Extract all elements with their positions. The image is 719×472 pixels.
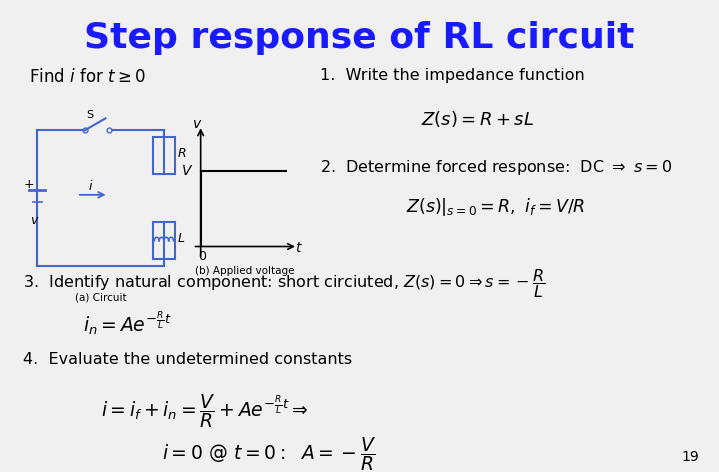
Text: $v$: $v$ [30, 214, 40, 227]
Text: $i$: $i$ [88, 179, 93, 193]
Text: Step response of RL circuit: Step response of RL circuit [84, 21, 635, 55]
Text: $t$: $t$ [295, 241, 303, 255]
Text: +: + [23, 178, 34, 191]
Text: S: S [86, 110, 93, 119]
Text: 4.  Evaluate the undetermined constants: 4. Evaluate the undetermined constants [23, 352, 352, 367]
Text: $0$: $0$ [198, 250, 207, 263]
Text: 1.  Write the impedance function: 1. Write the impedance function [320, 68, 585, 84]
Bar [153, 137, 175, 175]
Text: Find $i$ for $t \geq 0$: Find $i$ for $t \geq 0$ [29, 68, 146, 86]
Text: $Z(s) = R + sL$: $Z(s) = R + sL$ [421, 109, 533, 128]
Text: 19: 19 [681, 449, 699, 464]
Text: $V$: $V$ [181, 164, 193, 178]
Text: $i_n = Ae^{-\frac{R}{L}t}$: $i_n = Ae^{-\frac{R}{L}t}$ [83, 309, 172, 337]
Text: 3.  Identify natural component: short circiuted, $Z(s) = 0 \Rightarrow s = -\dfr: 3. Identify natural component: short cir… [23, 267, 545, 300]
Text: 2.  Determine forced response:  DC $\Rightarrow$ $s = 0$: 2. Determine forced response: DC $\Right… [320, 158, 672, 177]
Text: (a) Circuit: (a) Circuit [75, 292, 127, 302]
Text: (b) Applied voltage: (b) Applied voltage [196, 266, 295, 276]
Text: $R$: $R$ [178, 147, 187, 160]
Text: $i = i_f + i_n = \dfrac{V}{R} + Ae^{-\frac{R}{L}t} \Rightarrow$: $i = i_f + i_n = \dfrac{V}{R} + Ae^{-\fr… [101, 392, 308, 430]
Text: $v$: $v$ [193, 117, 203, 131]
Bar [153, 222, 175, 260]
Text: $i = 0\ @\ t = 0{:}\ \ A = -\dfrac{V}{R}$: $i = 0\ @\ t = 0{:}\ \ A = -\dfrac{V}{R}… [162, 435, 376, 472]
Text: $L$: $L$ [178, 232, 186, 245]
Text: $Z(s)|_{s=0} = R,\ i_f = V/R$: $Z(s)|_{s=0} = R,\ i_f = V/R$ [406, 196, 585, 218]
